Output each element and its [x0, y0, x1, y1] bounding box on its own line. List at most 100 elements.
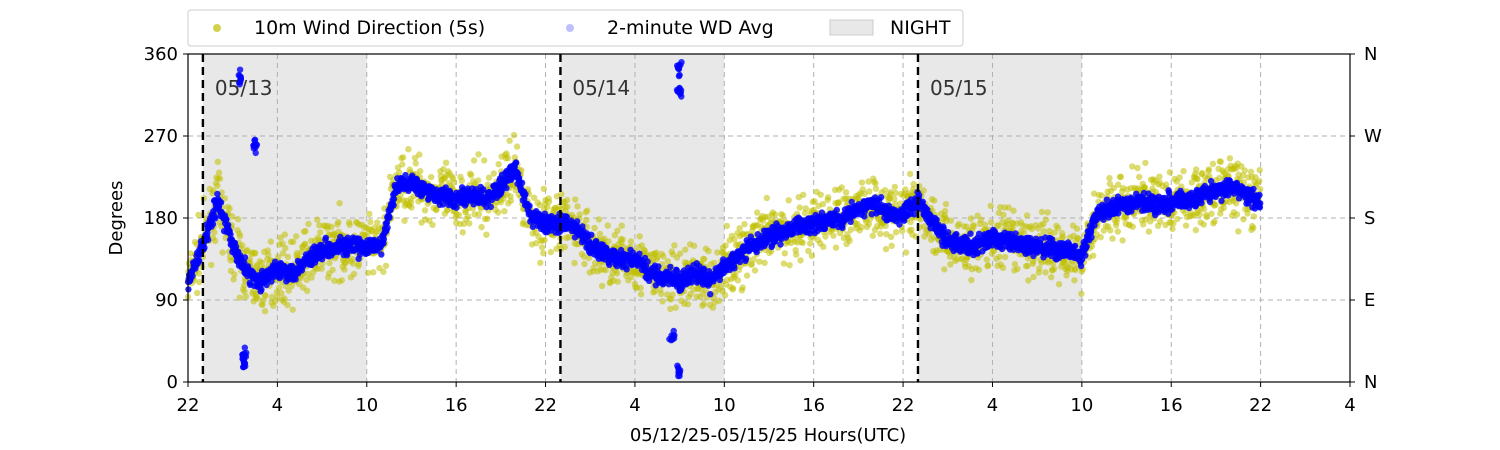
wd-5s-point — [370, 269, 377, 276]
wd-2min-point — [933, 216, 940, 223]
wd-2min-point — [487, 203, 494, 211]
wd-5s-point — [214, 182, 221, 189]
wd-5s-point — [1193, 166, 1200, 173]
wd-5s-point — [847, 226, 855, 233]
wd-5s-point — [1196, 211, 1203, 218]
wd-5s-point — [1188, 179, 1196, 186]
wd-5s-point — [195, 211, 202, 219]
wd-2min-point — [214, 190, 221, 198]
wd-5s-point — [987, 202, 994, 210]
wd-5s-point — [907, 218, 914, 226]
wd-5s-point — [364, 269, 372, 277]
wd-5s-point — [428, 173, 435, 181]
wd-2min-point — [241, 254, 249, 261]
wd-5s-point — [187, 250, 194, 257]
wd-5s-point — [1090, 252, 1097, 259]
wd-5s-point — [664, 258, 671, 265]
wd-5s-point — [846, 237, 853, 244]
wd-5s-point — [405, 146, 412, 153]
wd-5s-point — [417, 168, 424, 175]
wd-5s-point — [832, 244, 840, 251]
wd-5s-point — [304, 287, 311, 294]
wd-5s-point — [350, 270, 358, 278]
wd-5s-point — [1106, 180, 1114, 188]
wd-5s-point — [215, 169, 223, 176]
wd-5s-point — [275, 253, 282, 260]
wd-5s-point — [970, 223, 977, 230]
wd-5s-point — [1036, 265, 1043, 272]
wd-5s-point — [399, 154, 407, 161]
wd-5s-point — [538, 244, 546, 251]
wd-5s-point — [221, 195, 228, 202]
wd-5s-point — [763, 194, 770, 202]
wd-5s-point — [194, 289, 201, 297]
wd-5s-point — [977, 216, 985, 224]
wd-5s-point — [1145, 228, 1153, 235]
wd-5s-point — [564, 203, 571, 210]
wd-5s-point — [1051, 229, 1058, 236]
wd-5s-point — [279, 250, 287, 257]
wd-5s-point — [236, 233, 244, 240]
wd-5s-point — [513, 143, 521, 150]
wd-5s-point — [545, 198, 553, 205]
wd-5s-point — [1025, 277, 1032, 284]
wd-5s-point — [1020, 229, 1028, 236]
wd-5s-point — [987, 219, 995, 226]
wd-5s-point — [888, 242, 895, 249]
wd-5s-point — [374, 219, 381, 226]
wd-5s-point — [947, 261, 954, 268]
wd-5s-point — [1180, 167, 1187, 175]
wd-5s-point — [1182, 222, 1190, 229]
wd-5s-point — [1205, 166, 1213, 173]
wd-5s-point — [906, 170, 914, 178]
wd-5s-point — [331, 277, 338, 284]
wd-5s-point — [433, 206, 440, 214]
wd-5s-point — [1055, 224, 1062, 232]
wd-5s-point — [475, 151, 482, 158]
wd-5s-point — [507, 197, 515, 204]
wd-5s-point — [861, 190, 868, 197]
wd-5s-point — [501, 208, 508, 215]
wd-5s-point — [1098, 192, 1105, 199]
wd-5s-point — [756, 258, 763, 265]
wd-2min-point — [563, 213, 570, 221]
wd-5s-point — [1110, 184, 1118, 192]
wd-5s-point — [408, 204, 415, 211]
wd-2min-point — [390, 195, 398, 203]
wd-5s-point — [754, 209, 761, 216]
wd-5s-point — [636, 233, 643, 240]
wd-5s-point — [308, 274, 315, 281]
wd-5s-point — [481, 157, 488, 164]
wd-5s-point — [830, 232, 837, 239]
wd-5s-point — [336, 200, 343, 207]
wd-5s-point — [211, 229, 218, 236]
wd-5s-point — [416, 151, 423, 158]
wd-2min-point — [512, 159, 520, 166]
wd-2min-point — [212, 215, 219, 222]
wd-5s-point — [1174, 215, 1181, 223]
wd-5s-point — [627, 238, 635, 245]
wd-5s-point — [506, 137, 513, 144]
wd-5s-point — [302, 227, 309, 235]
wd-5s-point — [811, 198, 818, 205]
wd-5s-point — [547, 248, 554, 256]
wd-5s-point — [1241, 167, 1249, 174]
wd-5s-point — [229, 213, 236, 220]
wd-5s-point — [731, 236, 738, 243]
wd-5s-point — [1107, 227, 1114, 234]
wd-5s-point — [1209, 160, 1217, 167]
wd-5s-point — [1002, 253, 1009, 261]
wd-5s-point — [780, 260, 788, 267]
wd-5s-point — [614, 227, 621, 234]
wd-2min-point — [588, 231, 595, 238]
wd-5s-point — [1134, 164, 1141, 172]
wd-5s-point — [591, 224, 598, 232]
wd-5s-point — [967, 215, 975, 222]
wd-5s-point — [883, 231, 890, 238]
wd-5s-point — [920, 187, 927, 194]
wd-5s-point — [887, 189, 894, 196]
wd-5s-point — [1238, 163, 1245, 170]
wd-2min-point — [636, 250, 643, 257]
wd-5s-point — [1232, 200, 1240, 207]
wd-5s-point — [382, 262, 390, 269]
